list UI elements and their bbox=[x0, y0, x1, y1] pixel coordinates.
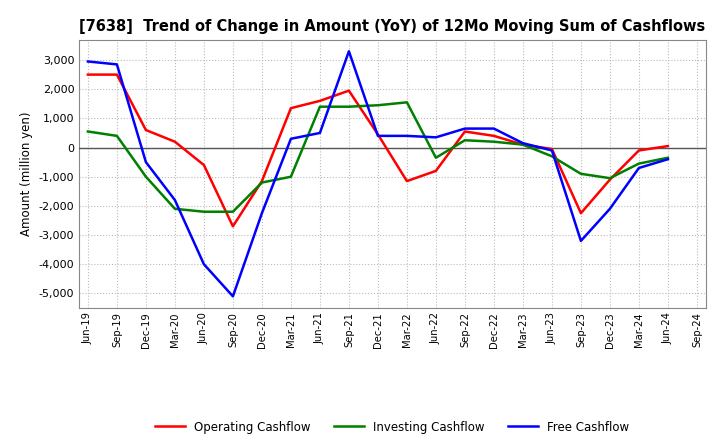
Operating Cashflow bbox=[461, 129, 469, 134]
Line: Investing Cashflow: Investing Cashflow bbox=[88, 103, 668, 212]
Investing Cashflow bbox=[606, 176, 614, 181]
Free Cashflow bbox=[518, 140, 527, 146]
Operating Cashflow bbox=[199, 162, 208, 168]
Operating Cashflow bbox=[402, 179, 411, 184]
Operating Cashflow bbox=[431, 168, 440, 173]
Investing Cashflow bbox=[84, 129, 92, 134]
Free Cashflow bbox=[606, 206, 614, 212]
Free Cashflow bbox=[84, 59, 92, 64]
Investing Cashflow bbox=[577, 171, 585, 176]
Operating Cashflow bbox=[577, 211, 585, 216]
Free Cashflow bbox=[258, 211, 266, 216]
Investing Cashflow bbox=[664, 155, 672, 161]
Investing Cashflow bbox=[228, 209, 237, 214]
Free Cashflow bbox=[142, 159, 150, 165]
Investing Cashflow bbox=[431, 155, 440, 161]
Free Cashflow bbox=[431, 135, 440, 140]
Investing Cashflow bbox=[171, 206, 179, 212]
Investing Cashflow bbox=[258, 180, 266, 185]
Operating Cashflow bbox=[490, 133, 498, 139]
Operating Cashflow bbox=[142, 128, 150, 133]
Operating Cashflow bbox=[606, 177, 614, 182]
Investing Cashflow bbox=[490, 139, 498, 144]
Investing Cashflow bbox=[287, 174, 295, 180]
Operating Cashflow bbox=[518, 142, 527, 147]
Y-axis label: Amount (million yen): Amount (million yen) bbox=[20, 112, 33, 236]
Free Cashflow bbox=[112, 62, 121, 67]
Investing Cashflow bbox=[374, 103, 382, 108]
Investing Cashflow bbox=[199, 209, 208, 214]
Operating Cashflow bbox=[374, 132, 382, 137]
Operating Cashflow bbox=[171, 139, 179, 144]
Free Cashflow bbox=[228, 293, 237, 299]
Line: Operating Cashflow: Operating Cashflow bbox=[88, 75, 668, 226]
Investing Cashflow bbox=[518, 142, 527, 147]
Operating Cashflow bbox=[315, 98, 324, 103]
Free Cashflow bbox=[461, 126, 469, 131]
Operating Cashflow bbox=[112, 72, 121, 77]
Investing Cashflow bbox=[142, 174, 150, 180]
Investing Cashflow bbox=[461, 138, 469, 143]
Free Cashflow bbox=[548, 148, 557, 153]
Title: [7638]  Trend of Change in Amount (YoY) of 12Mo Moving Sum of Cashflows: [7638] Trend of Change in Amount (YoY) o… bbox=[79, 19, 706, 34]
Operating Cashflow bbox=[345, 88, 354, 93]
Free Cashflow bbox=[664, 157, 672, 162]
Free Cashflow bbox=[315, 130, 324, 136]
Investing Cashflow bbox=[634, 161, 643, 166]
Free Cashflow bbox=[171, 198, 179, 203]
Operating Cashflow bbox=[228, 224, 237, 229]
Operating Cashflow bbox=[258, 179, 266, 184]
Operating Cashflow bbox=[664, 143, 672, 149]
Free Cashflow bbox=[345, 49, 354, 54]
Free Cashflow bbox=[374, 133, 382, 139]
Free Cashflow bbox=[402, 133, 411, 139]
Free Cashflow bbox=[199, 262, 208, 267]
Investing Cashflow bbox=[548, 154, 557, 159]
Investing Cashflow bbox=[345, 104, 354, 109]
Investing Cashflow bbox=[402, 100, 411, 105]
Line: Free Cashflow: Free Cashflow bbox=[88, 51, 668, 296]
Free Cashflow bbox=[287, 136, 295, 141]
Operating Cashflow bbox=[287, 106, 295, 111]
Legend: Operating Cashflow, Investing Cashflow, Free Cashflow: Operating Cashflow, Investing Cashflow, … bbox=[150, 416, 634, 438]
Operating Cashflow bbox=[548, 147, 557, 152]
Operating Cashflow bbox=[84, 72, 92, 77]
Free Cashflow bbox=[634, 165, 643, 171]
Investing Cashflow bbox=[112, 133, 121, 139]
Free Cashflow bbox=[577, 238, 585, 244]
Investing Cashflow bbox=[315, 104, 324, 109]
Operating Cashflow bbox=[634, 148, 643, 153]
Free Cashflow bbox=[490, 126, 498, 131]
